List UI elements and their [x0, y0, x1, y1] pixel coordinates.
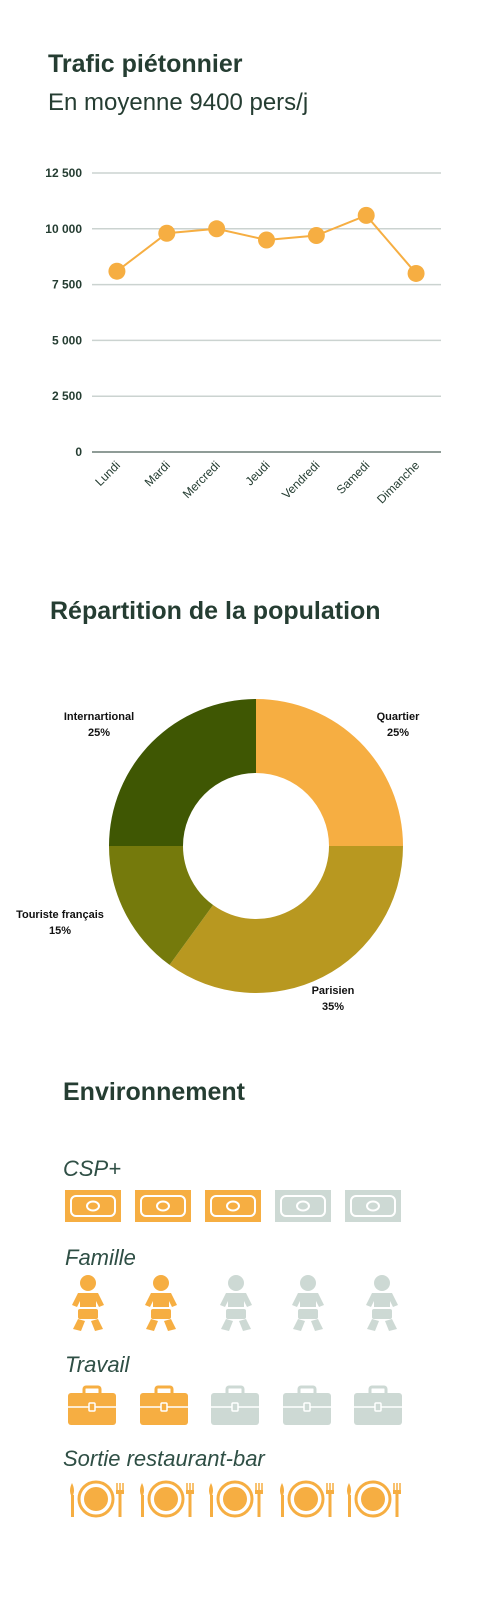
traffic-subtitle: En moyenne 9400 pers/j	[48, 89, 309, 116]
x-tick-label: Lundi	[92, 458, 123, 489]
data-point	[158, 224, 176, 242]
famille-rating	[0, 1275, 500, 1335]
slice-name-label: Quartier	[377, 711, 421, 723]
briefcase-icon	[283, 1385, 331, 1425]
famille-label: Famille	[65, 1245, 136, 1270]
data-point	[258, 231, 275, 249]
data-point	[407, 264, 425, 282]
rating-icons	[72, 1275, 398, 1331]
banknote-icon	[205, 1190, 261, 1222]
data-point	[108, 262, 126, 280]
pie-slice	[109, 846, 214, 965]
slice-value-label: 25%	[88, 727, 110, 739]
rating-icons	[68, 1385, 402, 1425]
sortie-rating	[0, 1477, 500, 1525]
x-tick-label: Dimanche	[374, 458, 422, 506]
travail-rating	[0, 1383, 500, 1433]
slice-value-label: 35%	[322, 1001, 344, 1013]
y-tick-label: 5 000	[52, 333, 82, 347]
population-donut-chart: Quartier 25% Parisien 35% Touriste français 1…	[16, 699, 421, 1013]
y-tick-label: 2 500	[52, 389, 82, 403]
baby-icon	[72, 1275, 104, 1331]
baby-icon	[220, 1275, 252, 1331]
travail-label: Travail	[65, 1352, 130, 1377]
x-tick-label: Mercredi	[180, 458, 223, 501]
briefcase-icon	[68, 1385, 116, 1425]
banknote-icon	[135, 1190, 191, 1222]
plate-cutlery-icon	[280, 1480, 334, 1518]
pie-slice	[256, 699, 403, 846]
baby-icon	[366, 1275, 398, 1331]
data-point	[307, 226, 325, 244]
csp-label: CSP+	[63, 1156, 122, 1181]
briefcase-icon	[211, 1385, 259, 1425]
y-tick-label: 12 500	[45, 166, 82, 180]
traffic-title: Trafic piétonnier	[48, 50, 243, 78]
csp-rating	[0, 1186, 500, 1236]
briefcase-icon	[140, 1385, 188, 1425]
baby-icon	[292, 1275, 324, 1331]
plate-cutlery-icon	[209, 1480, 263, 1518]
y-tick-label: 7 500	[52, 278, 82, 292]
banknote-icon	[65, 1190, 121, 1222]
plate-cutlery-icon	[347, 1480, 401, 1518]
x-tick-label: Vendredi	[279, 458, 322, 501]
environment-title: Environnement	[63, 1078, 245, 1106]
plate-cutlery-icon	[140, 1480, 194, 1518]
data-point	[357, 206, 375, 224]
rating-icons	[65, 1190, 401, 1222]
briefcase-icon	[354, 1385, 402, 1425]
population-title: Répartition de la population	[50, 597, 381, 625]
x-tick-label: Jeudi	[242, 458, 272, 488]
slice-value-label: 25%	[387, 727, 409, 739]
banknote-icon	[275, 1190, 331, 1222]
pie-slice	[169, 846, 403, 993]
data-point	[208, 220, 226, 238]
slice-name-label: Internartional	[64, 711, 134, 723]
baby-icon	[145, 1275, 177, 1331]
slice-name-label: Parisien	[312, 985, 355, 997]
rating-icons	[70, 1480, 401, 1518]
pie-slice	[109, 699, 256, 846]
x-tick-label: Samedi	[334, 458, 373, 497]
slice-name-label: Touriste français	[16, 909, 104, 921]
y-tick-label: 10 000	[45, 222, 82, 236]
banknote-icon	[345, 1190, 401, 1222]
sortie-label: Sortie restaurant-bar	[63, 1446, 265, 1471]
y-tick-label: 0	[75, 445, 82, 459]
slice-value-label: 15%	[49, 925, 71, 937]
plate-cutlery-icon	[70, 1480, 124, 1518]
traffic-line-chart: 0 2 500 5 000 7 500 10 000 12 500 Lundi Mardi Me…	[45, 166, 441, 506]
x-tick-label: Mardi	[142, 458, 173, 489]
